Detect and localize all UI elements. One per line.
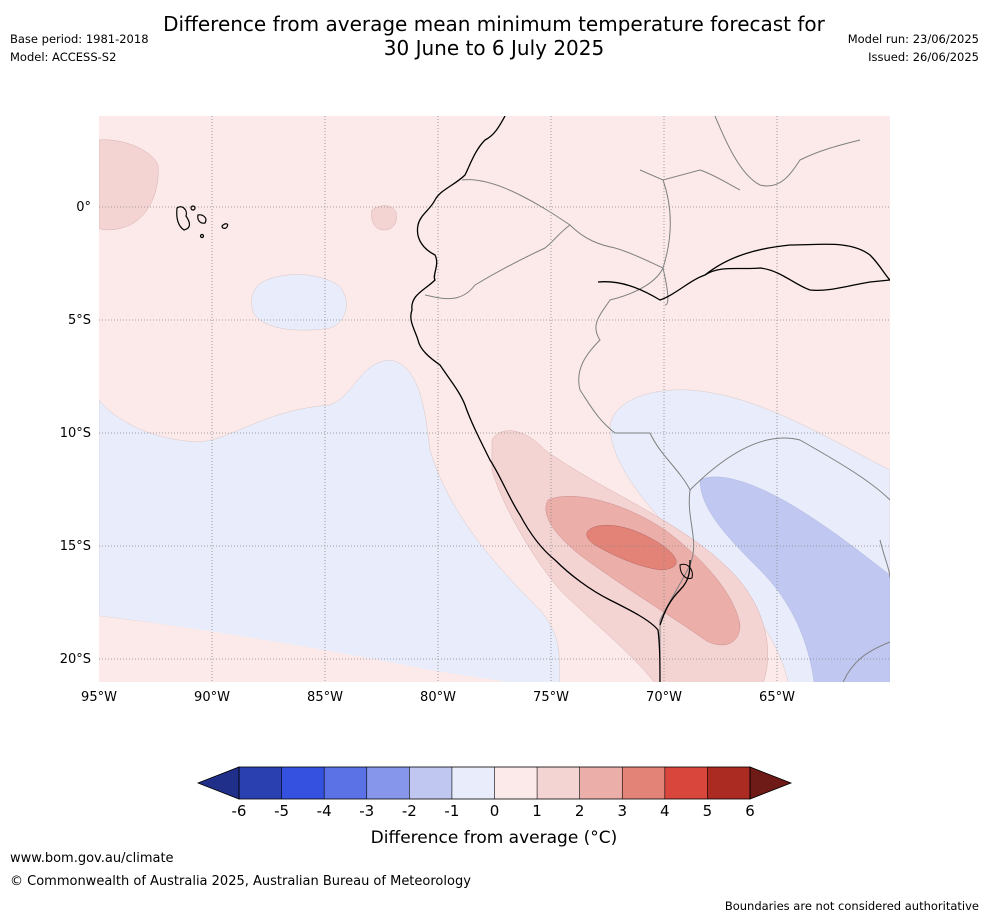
colorbar-tick-label: -4 — [317, 802, 332, 820]
lon-label-90w: 90°W — [194, 690, 230, 705]
map-area — [99, 116, 890, 682]
model-run: Model run: 23/06/2025 — [847, 32, 979, 46]
longitude-labels: 95°W 90°W 85°W 80°W 75°W 70°W 65°W — [81, 690, 795, 705]
colorbar-segment — [707, 767, 751, 799]
colorbar-tick-label: 3 — [617, 802, 627, 820]
footer-url: www.bom.gov.au/climate — [10, 851, 174, 866]
colorbar-ticks: -6 -5 -4 -3 -2 -1 0 1 2 3 4 5 6 — [232, 802, 755, 820]
colorbar-tick-label: 1 — [532, 802, 542, 820]
colorbar-segment — [579, 767, 623, 799]
lat-label-5s: 5°S — [68, 313, 91, 328]
coastlines — [410, 116, 890, 682]
colorbar-tick-label: 5 — [703, 802, 713, 820]
colorbar-segment — [239, 767, 283, 799]
colorbar-arrow-right — [749, 766, 793, 800]
latitude-labels: 0° 5°S 10°S 15°S 20°S — [60, 200, 91, 667]
colorbar-tick-label: 2 — [575, 802, 585, 820]
title-line-2: 30 June to 6 July 2025 — [383, 36, 605, 60]
lon-label-65w: 65°W — [759, 690, 795, 705]
anomaly-neg2-neg1-east — [699, 476, 890, 682]
anomaly-3-4-core — [586, 524, 677, 571]
base-period: Base period: 1981-2018 — [10, 32, 149, 46]
colorbar-tick-label: -3 — [359, 802, 374, 820]
colorbar-tick-label: -1 — [444, 802, 459, 820]
anomaly-neg1-0-blob — [251, 274, 347, 331]
colorbar-tick-label: 6 — [745, 802, 755, 820]
footer-copyright: © Commonwealth of Australia 2025, Austra… — [10, 874, 471, 889]
meta-right: Model run: 23/06/2025 Issued: 26/06/2025 — [848, 30, 979, 66]
colorbar-tick-label: 0 — [490, 802, 500, 820]
colorbar-tick-label: 4 — [660, 802, 670, 820]
anomaly-0-1-south — [99, 616, 508, 682]
chart-title: Difference from average mean minimum tem… — [0, 12, 988, 60]
footer-disclaimer: Boundaries are not considered authoritat… — [724, 899, 979, 913]
colorbar-segment — [451, 767, 495, 799]
anomaly-1-2-nw — [99, 139, 159, 231]
lat-label-15s: 15°S — [60, 539, 91, 554]
colorbar-segment — [281, 767, 325, 799]
title-line-1: Difference from average mean minimum tem… — [163, 12, 825, 36]
colorbar — [196, 766, 793, 800]
colorbar-segment — [324, 767, 368, 799]
colorbar-tick-label: -6 — [232, 802, 247, 820]
lat-label-20s: 20°S — [60, 652, 91, 667]
lon-label-85w: 85°W — [307, 690, 343, 705]
meta-left: Base period: 1981-2018 Model: ACCESS-S2 — [10, 30, 149, 66]
lon-label-75w: 75°W — [533, 690, 569, 705]
graticule — [99, 116, 890, 682]
colorbar-segment — [537, 767, 581, 799]
galapagos-islands — [176, 205, 229, 239]
colorbar-segment — [664, 767, 708, 799]
colorbar-arrow-left — [196, 766, 240, 800]
lon-label-70w: 70°W — [646, 690, 682, 705]
lat-label-10s: 10°S — [60, 426, 91, 441]
colorbar-segment — [622, 767, 666, 799]
colorbar-segment — [494, 767, 538, 799]
colorbar-label: Difference from average (°C) — [370, 828, 618, 848]
lat-label-0: 0° — [76, 200, 91, 215]
colorbar-tick-label: -2 — [402, 802, 417, 820]
lake-titicaca — [679, 563, 693, 579]
country-borders — [424, 116, 890, 682]
colorbar-segment — [366, 767, 410, 799]
lon-label-80w: 80°W — [420, 690, 456, 705]
lon-label-95w: 95°W — [81, 690, 117, 705]
anomaly-1-2-small — [371, 205, 397, 231]
issued-date: Issued: 26/06/2025 — [868, 50, 979, 64]
colorbar-segment — [409, 767, 453, 799]
colorbar-tick-label: -5 — [274, 802, 289, 820]
model-name: Model: ACCESS-S2 — [10, 50, 117, 64]
